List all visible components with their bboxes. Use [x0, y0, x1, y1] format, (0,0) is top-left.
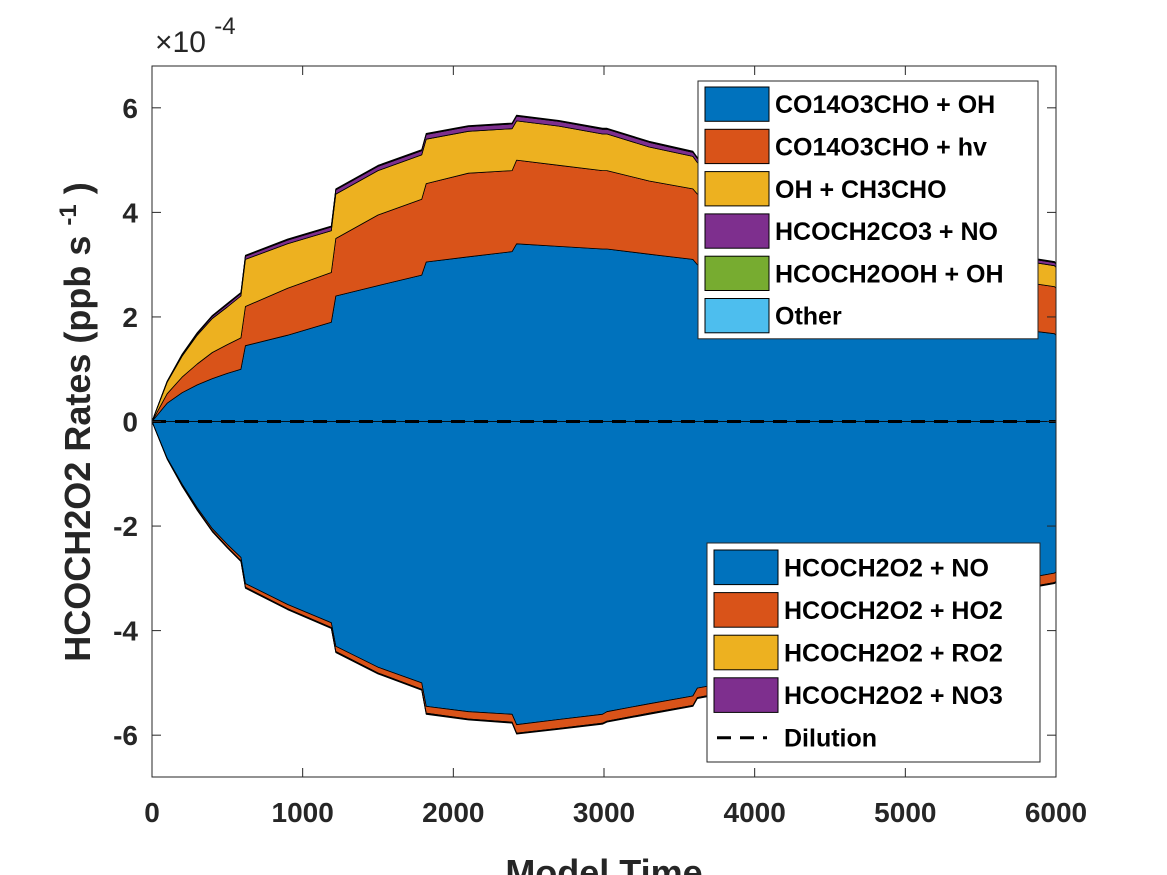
- x-tick-label: 6000: [1025, 797, 1087, 828]
- x-tick-label: 3000: [573, 797, 635, 828]
- production-legend-label: CO14O3CHO + hv: [775, 133, 987, 161]
- y-multiplier: ×10 -4: [155, 13, 236, 59]
- y-tick-label: 2: [122, 302, 138, 333]
- y-tick-label: 6: [122, 93, 138, 124]
- loss-legend-label: HCOCH2O2 + NO: [784, 554, 989, 582]
- legend-production: CO14O3CHO + OH CO14O3CHO + hv OH + CH3CHO H…: [697, 80, 1039, 340]
- loss-legend-label: HCOCH2O2 + HO2: [784, 597, 1003, 625]
- production-legend-swatch: [704, 298, 770, 334]
- loss-legend-label: HCOCH2O2 + NO3: [784, 682, 1003, 710]
- x-tick-label: 0: [144, 797, 160, 828]
- y-multiplier-base: ×10: [155, 26, 206, 59]
- production-legend-label: Other: [775, 303, 842, 331]
- production-legend-swatch: [704, 213, 770, 249]
- y-tick-label: -6: [113, 720, 138, 751]
- loss-legend-label: Dilution: [784, 725, 877, 753]
- production-legend-label: HCOCH2OOH + OH: [775, 260, 1004, 288]
- x-tick-label: 1000: [272, 797, 334, 828]
- y-tick-label: 0: [122, 407, 138, 438]
- y-axis-title-main: HCOCH2O2 Rates (ppb s: [57, 236, 98, 662]
- y-axis-title-superscript: -1: [55, 204, 82, 225]
- production-legend-swatch: [704, 86, 770, 122]
- legend-loss: HCOCH2O2 + NO HCOCH2O2 + HO2 HCOCH2O2 + RO…: [706, 542, 1041, 763]
- y-tick-label: -2: [113, 511, 138, 542]
- loss-area-3: [152, 421, 1056, 735]
- y-tick-label: -4: [113, 616, 138, 647]
- production-legend-box: [697, 80, 1039, 340]
- loss-legend-swatch: [713, 677, 779, 713]
- loss-legend-swatch: [713, 592, 779, 628]
- y-axis-title-close: ): [57, 182, 98, 194]
- production-area-5: [152, 114, 1056, 422]
- x-tick-label: 4000: [724, 797, 786, 828]
- production-legend-swatch: [704, 171, 770, 207]
- x-axis-title: Model Time: [505, 852, 702, 875]
- y-axis-ticks: -6 -4 -2 0 2 4 6: [113, 93, 1056, 751]
- production-legend-label: OH + CH3CHO: [775, 176, 947, 204]
- loss-legend-swatch: [713, 549, 779, 586]
- x-tick-label: 2000: [422, 797, 484, 828]
- y-tick-label: 4: [122, 197, 138, 228]
- loss-legend-label: HCOCH2O2 + RO2: [784, 640, 1003, 668]
- production-legend-swatch: [704, 255, 770, 292]
- production-legend-swatch: [704, 128, 770, 165]
- loss-legend-swatch: [713, 634, 779, 671]
- y-multiplier-exponent: -4: [214, 13, 235, 40]
- production-legend-label: HCOCH2CO3 + NO: [775, 218, 998, 246]
- y-axis-title: HCOCH2O2 Rates (ppb s -1 ): [43, 182, 98, 661]
- production-legend-label: CO14O3CHO + OH: [775, 91, 995, 119]
- x-tick-label: 5000: [874, 797, 936, 828]
- x-axis-ticks: 0 1000 2000 3000 4000 5000 6000: [144, 66, 1087, 828]
